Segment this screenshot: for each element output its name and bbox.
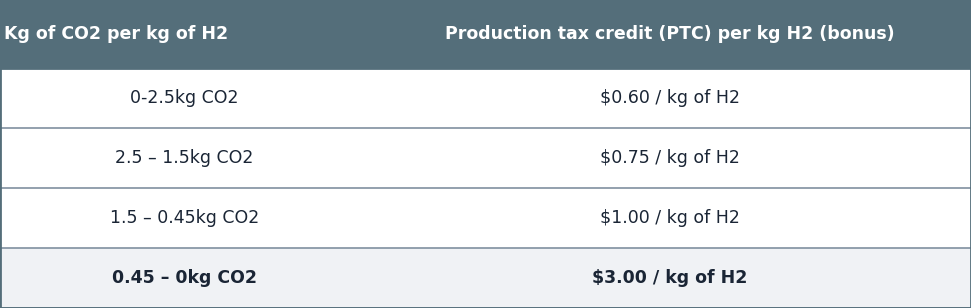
Text: $0.75 / kg of H2: $0.75 / kg of H2 bbox=[600, 149, 740, 167]
Text: $1.00 / kg of H2: $1.00 / kg of H2 bbox=[600, 209, 740, 227]
Text: $0.60 / kg of H2: $0.60 / kg of H2 bbox=[600, 89, 740, 107]
Text: 0-2.5kg CO2: 0-2.5kg CO2 bbox=[130, 89, 239, 107]
Text: Kg of CO2 per kg of H2: Kg of CO2 per kg of H2 bbox=[5, 25, 228, 43]
Bar bbox=[0, 248, 971, 308]
Bar bbox=[0, 68, 971, 128]
Bar bbox=[0, 128, 971, 188]
Bar bbox=[0, 188, 971, 248]
Text: 0.45 – 0kg CO2: 0.45 – 0kg CO2 bbox=[112, 269, 257, 287]
Bar bbox=[0, 0, 971, 68]
Text: $3.00 / kg of H2: $3.00 / kg of H2 bbox=[592, 269, 748, 287]
Text: Production tax credit (PTC) per kg H2 (bonus): Production tax credit (PTC) per kg H2 (b… bbox=[445, 25, 895, 43]
Text: 1.5 – 0.45kg CO2: 1.5 – 0.45kg CO2 bbox=[110, 209, 259, 227]
Text: 2.5 – 1.5kg CO2: 2.5 – 1.5kg CO2 bbox=[116, 149, 253, 167]
